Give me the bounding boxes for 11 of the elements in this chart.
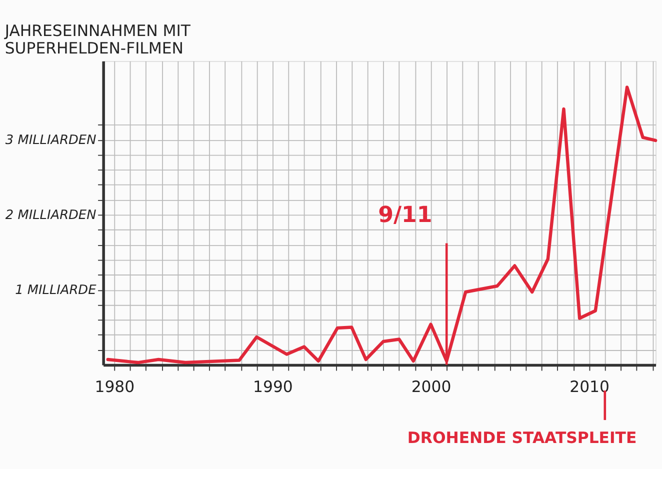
x-tick-label: 1980 [94, 376, 135, 396]
y-tick-label: 2 MILLIARDEN [5, 208, 97, 223]
chart-title: JAHRESEINNAHMEN MIT SUPERHELDEN-FILMEN [4, 21, 191, 58]
y-tick-label: 1 MILLIARDE [15, 282, 98, 298]
line-series [106, 86, 658, 364]
annotation: 9/11 [378, 202, 432, 228]
x-tick-label: 1990 [253, 376, 293, 396]
ref-line-label: DROHENDE STAATSPLEITE [407, 428, 637, 448]
x-tick-label: 2000 [411, 376, 452, 396]
y-tick-label: 3 MILLIARDEN [5, 132, 97, 148]
x-tick-label: 2010 [570, 376, 610, 396]
